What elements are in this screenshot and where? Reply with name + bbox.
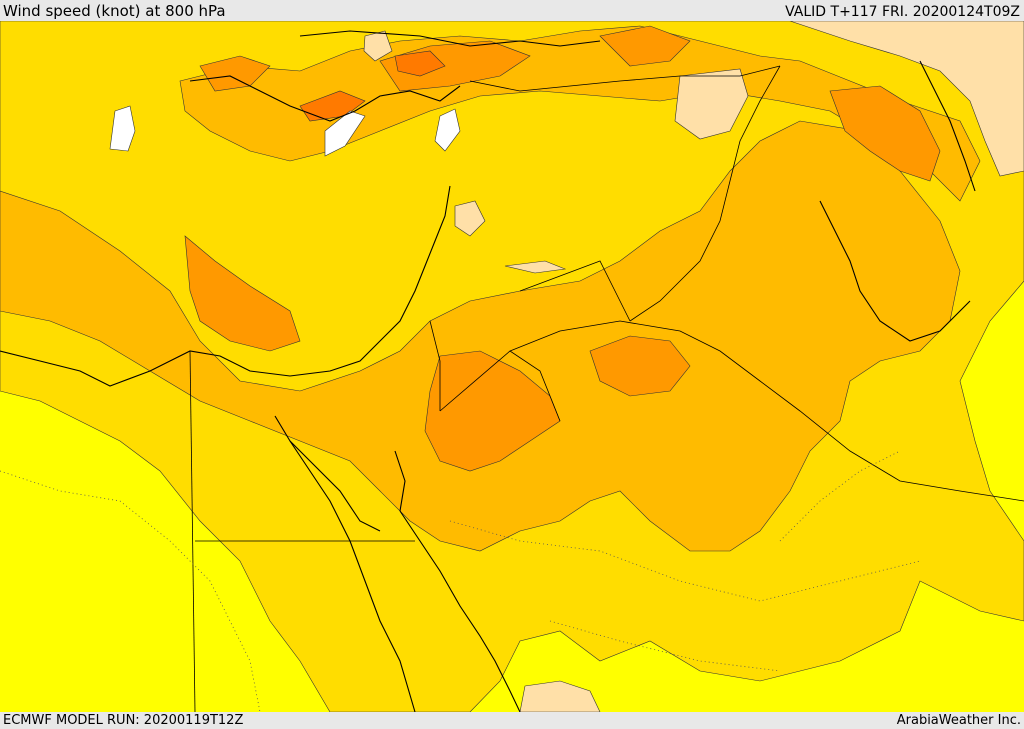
border-iraq-iran bbox=[629, 65, 781, 322]
field-calmest-greece bbox=[109, 105, 136, 152]
field-north-strip bbox=[179, 25, 981, 202]
field-strong-saudi bbox=[589, 335, 691, 397]
field-stronger-anatolia bbox=[394, 50, 446, 77]
field-calm-turkey bbox=[363, 30, 393, 62]
coast-mediterranean-south bbox=[0, 185, 451, 387]
coast-gulf-aqaba bbox=[394, 450, 406, 512]
coast-red-sea-east bbox=[399, 510, 521, 712]
borders bbox=[189, 65, 1024, 712]
map-canvas bbox=[0, 21, 1024, 712]
map-header: Wind speed (knot) at 800 hPa VALID T+117… bbox=[0, 0, 1024, 21]
coastlines bbox=[0, 30, 976, 712]
coast-anatolia bbox=[189, 75, 461, 122]
map-footer: ECMWF MODEL RUN: 20200119T12Z ArabiaWeat… bbox=[0, 712, 1024, 729]
border-israel-jordan bbox=[429, 320, 441, 411]
field-calm-south bbox=[519, 680, 601, 712]
field-calm-syria bbox=[504, 260, 567, 274]
dotted-contours bbox=[0, 450, 921, 712]
valid-time: VALID T+117 FRI. 20200124T09Z bbox=[785, 4, 1020, 20]
dotted-contour-east bbox=[779, 450, 901, 542]
coast-gulf-of-suez bbox=[289, 440, 381, 532]
field-strong-turkey-w bbox=[199, 55, 271, 92]
field-strong-jordan bbox=[424, 350, 561, 472]
field-stronger-aegean bbox=[299, 90, 366, 122]
field-strong-libya bbox=[184, 235, 301, 352]
field-calm-caspian bbox=[789, 21, 1024, 177]
field-calm-levant bbox=[454, 200, 486, 237]
field-strong-iran bbox=[829, 85, 941, 182]
map-title: Wind speed (knot) at 800 hPa bbox=[3, 2, 226, 20]
dotted-contour-south bbox=[549, 620, 781, 672]
border-saudi-jordan bbox=[439, 350, 561, 422]
border-egypt-libya bbox=[189, 350, 196, 712]
wind-speed-map bbox=[0, 21, 1024, 712]
coast-caspian bbox=[919, 60, 976, 192]
border-syria-iraq bbox=[519, 260, 631, 322]
border-saudi-iraq bbox=[509, 320, 1024, 502]
field-calmest-levant bbox=[434, 108, 461, 152]
dotted-contour-west bbox=[0, 470, 261, 712]
coast-black-sea bbox=[299, 30, 601, 47]
field-strong-iraq bbox=[599, 25, 691, 67]
field-calm-mesopotamia bbox=[674, 68, 749, 140]
credit-label: ArabiaWeather Inc. bbox=[896, 713, 1021, 728]
field-band-medium bbox=[0, 120, 961, 552]
border-turkey-syria bbox=[469, 65, 781, 92]
coast-persian-gulf bbox=[819, 200, 971, 342]
model-run-label: ECMWF MODEL RUN: 20200119T12Z bbox=[3, 713, 244, 728]
dotted-contour-central bbox=[449, 520, 921, 602]
